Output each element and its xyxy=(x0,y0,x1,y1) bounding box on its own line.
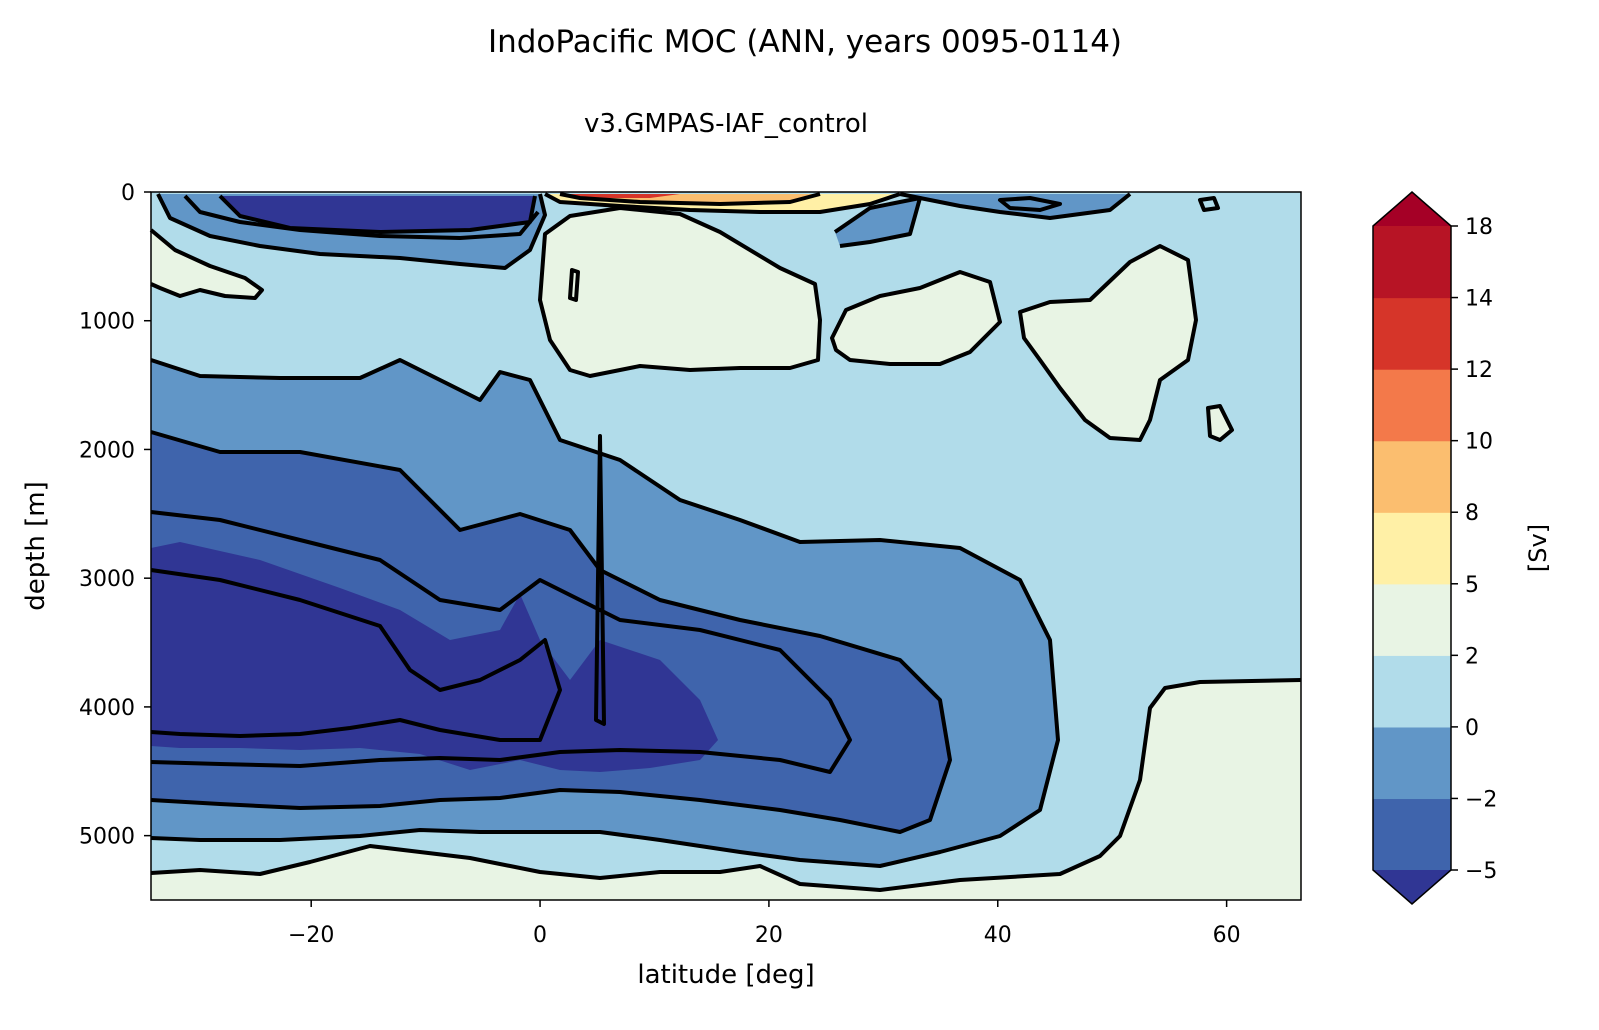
colorbar-band xyxy=(1373,440,1451,513)
contour-line xyxy=(594,434,606,726)
contour-lines xyxy=(149,192,1302,892)
contour-line xyxy=(830,270,1002,366)
colorbar-under-arrow xyxy=(1373,870,1451,904)
colorbar-tick-label: 12 xyxy=(1465,358,1493,383)
colorbar-band xyxy=(1373,726,1451,800)
colorbar-tick-label: 5 xyxy=(1465,573,1479,598)
contour-line xyxy=(833,196,922,248)
colorbar-band xyxy=(1373,655,1451,728)
colorbar-tick-label: 8 xyxy=(1465,501,1479,526)
contour-line xyxy=(559,192,821,206)
colorbar-tick-label: −5 xyxy=(1465,859,1497,884)
contour-line xyxy=(544,192,901,214)
bottom-positive-layer xyxy=(151,680,1301,900)
colorbar-band xyxy=(1373,512,1451,585)
y-tick-label: 4000 xyxy=(79,696,135,721)
colorbar-band xyxy=(1373,297,1451,370)
y-axis: 0 1000 2000 3000 4000 5000 xyxy=(79,181,151,850)
contour-line xyxy=(998,196,1062,212)
contour-line xyxy=(183,194,540,240)
plot-area xyxy=(149,191,1302,901)
colorbar-tick-label: 2 xyxy=(1465,644,1479,669)
colorbar-tick-label: 0 xyxy=(1465,716,1479,741)
positive-patch-sw xyxy=(151,230,262,298)
positive-patch-4 xyxy=(1208,406,1232,440)
y-tick-label: 5000 xyxy=(79,825,135,850)
positive-patch-2 xyxy=(832,272,1000,364)
contour-line xyxy=(150,358,1060,868)
contour-line xyxy=(149,228,264,300)
x-tick-label: 0 xyxy=(533,923,547,948)
contour-line xyxy=(568,268,580,302)
contour-line xyxy=(150,568,562,742)
contour-line xyxy=(1198,196,1220,212)
contour-line xyxy=(538,206,822,378)
upper-cell-core xyxy=(220,196,535,232)
y-tick-label: 1000 xyxy=(79,310,135,335)
shallow-negative-patch-2 xyxy=(900,194,1130,218)
contour-line xyxy=(150,678,1302,892)
contour-line xyxy=(1018,244,1198,442)
y-tick-label: 0 xyxy=(121,181,135,206)
colorbar-tick-label: −2 xyxy=(1465,787,1497,812)
x-axis: −20 0 20 40 60 xyxy=(288,900,1241,948)
contour-line xyxy=(150,510,852,774)
plot-frame xyxy=(150,191,1302,901)
colorbar-band xyxy=(1373,226,1451,299)
x-axis-label: latitude [deg] xyxy=(637,960,814,990)
contour-line xyxy=(899,192,1132,220)
colorbar-over-arrow xyxy=(1373,192,1451,226)
colorbar: −5 −2 0 2 5 8 10 12 14 18 xyxy=(1372,191,1497,905)
y-axis-label: depth [m] xyxy=(21,481,51,611)
x-tick-label: −20 xyxy=(288,923,334,948)
colorbar-tick-label: 14 xyxy=(1465,287,1493,312)
contour-line xyxy=(156,193,547,270)
colorbar-tick-label: 10 xyxy=(1465,430,1493,455)
x-tick-label: 60 xyxy=(1213,923,1241,948)
colorbar-band xyxy=(1373,583,1451,656)
contour-line xyxy=(150,430,952,834)
chart-title: IndoPacific MOC (ANN, years 0095-0114) xyxy=(488,24,1122,60)
chart-subtitle: v3.GMPAS-IAF_control xyxy=(584,109,868,139)
y-tick-label: 3000 xyxy=(79,567,135,592)
colorbar-tick-label: 18 xyxy=(1465,215,1493,240)
y-tick-label: 2000 xyxy=(79,438,135,463)
x-tick-label: 40 xyxy=(984,923,1012,948)
colorbar-label: [Sv] xyxy=(1524,524,1552,572)
x-tick-label: 20 xyxy=(755,923,783,948)
colorbar-band xyxy=(1373,369,1451,442)
colorbar-band xyxy=(1373,798,1451,871)
shallow-negative-patch xyxy=(835,198,920,246)
contour-line xyxy=(1206,404,1234,442)
contour-line xyxy=(218,194,537,234)
